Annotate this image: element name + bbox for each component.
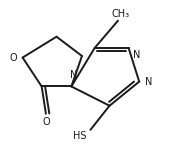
Text: O: O [42,117,50,127]
Text: N: N [145,77,152,87]
Text: O: O [10,53,17,63]
Text: N: N [133,50,140,60]
Text: HS: HS [73,131,86,141]
Text: N: N [70,70,77,80]
Text: CH₃: CH₃ [111,9,129,19]
